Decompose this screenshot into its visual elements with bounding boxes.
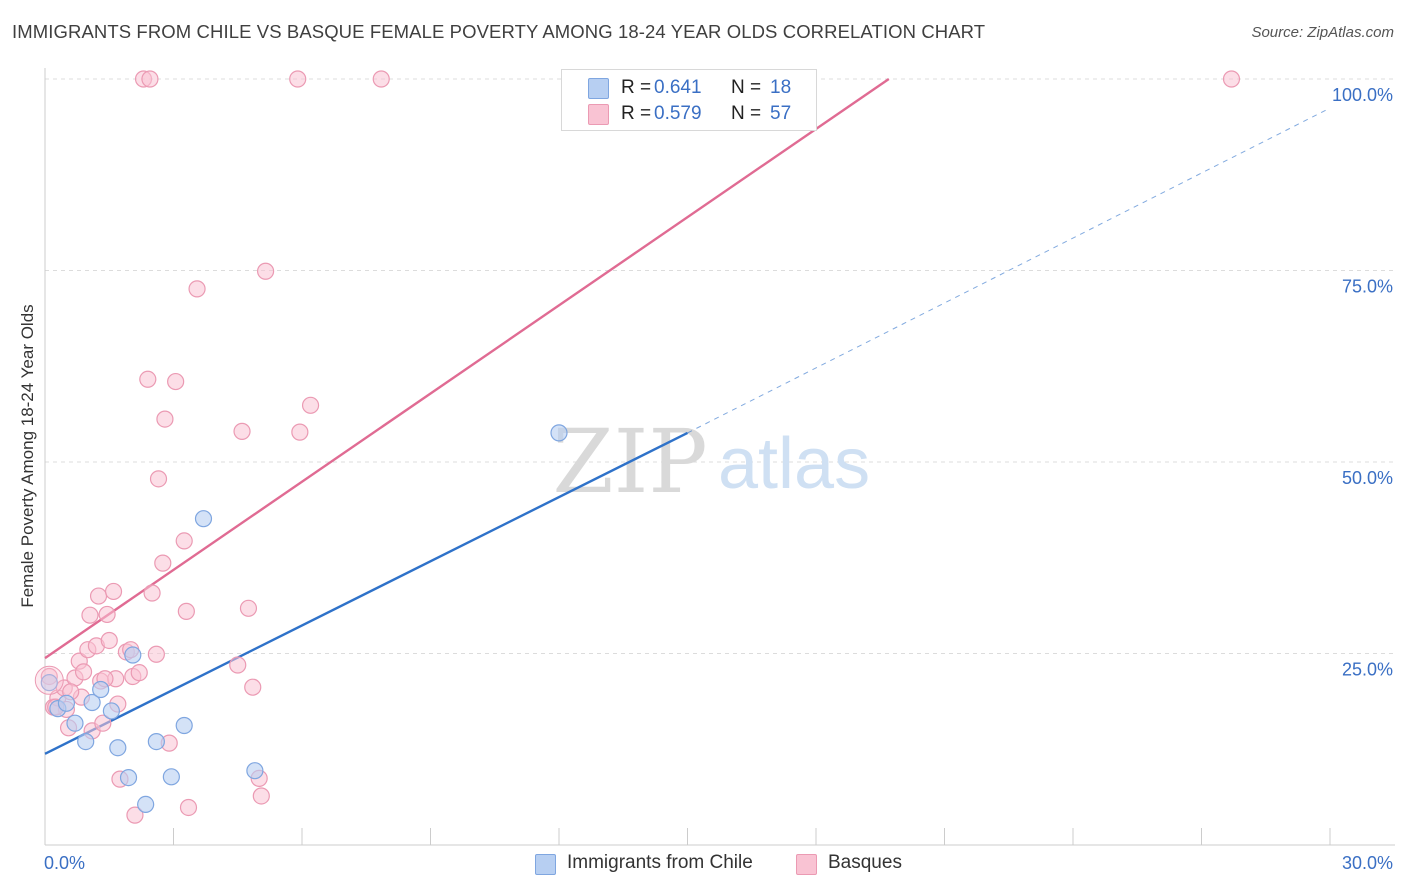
y-tick-label: 75.0% [1342, 277, 1393, 297]
basques-point [244, 678, 262, 696]
legend-n-label: N = [731, 77, 762, 98]
chart-title: IMMIGRANTS FROM CHILE VS BASQUE FEMALE P… [12, 21, 986, 42]
chile-point [109, 739, 127, 757]
basques-point [256, 262, 275, 280]
chile-point [124, 646, 142, 664]
chile-point [550, 424, 568, 442]
chile-point [66, 714, 84, 732]
legend-n-value: 18 [770, 77, 792, 98]
basques-point [229, 656, 247, 674]
basques-point [175, 532, 193, 550]
chile-point [102, 702, 120, 720]
basques-point [81, 606, 99, 624]
basques-point [149, 470, 168, 488]
chile-point [137, 795, 155, 814]
legend-r-value: 0.579 [654, 103, 702, 124]
basques-point [130, 664, 148, 682]
chile-point [83, 693, 101, 712]
bottom-legend-label-basques: Basques [828, 852, 902, 873]
basques-point [147, 645, 165, 663]
basques-point [239, 599, 258, 617]
y-tick-label: 25.0% [1342, 660, 1393, 680]
basques-point [94, 714, 112, 732]
basques-point [34, 665, 64, 695]
chile-trend-line [44, 431, 689, 755]
legend-r-label: R = [621, 103, 652, 124]
basques-point [89, 587, 108, 605]
basques-point [167, 372, 185, 391]
basques-point [154, 554, 172, 572]
trend-lines [44, 78, 1331, 755]
chile-point [175, 716, 193, 735]
basques-point [100, 631, 118, 650]
gridlines [45, 78, 1395, 654]
basques-point [301, 396, 320, 414]
basques-point [74, 663, 93, 681]
bottom-legend-label-chile: Immigrants from Chile [567, 852, 753, 873]
basques-point [289, 70, 307, 88]
basques-point [372, 70, 390, 88]
legend-swatch-basques [588, 104, 609, 125]
legend-n-value: 57 [770, 103, 792, 124]
basques-point [1222, 70, 1241, 88]
basques-point [98, 605, 116, 624]
basques-point [126, 806, 144, 824]
legend-swatch-chile [588, 78, 609, 99]
chile-point [194, 510, 213, 528]
chile-point [57, 694, 76, 712]
data-points [34, 70, 1241, 824]
basques-point [139, 370, 157, 388]
chile-point [40, 674, 58, 692]
basques-point [233, 422, 251, 440]
basques-point [291, 423, 309, 441]
basques-point [156, 410, 174, 428]
chile-point [77, 732, 95, 751]
basques-point [252, 787, 270, 805]
chile-point [147, 732, 165, 751]
chile-point [92, 680, 110, 699]
basques-point [177, 602, 195, 620]
tick-labels: 25.0% 50.0% 75.0% 100.0% 0.0% 30.0% [44, 85, 1393, 873]
x-tick-label: 0.0% [44, 853, 85, 873]
bottom-legend-swatch-chile [535, 854, 556, 875]
legend-n-label: N = [731, 103, 762, 124]
basques-point [179, 798, 198, 817]
legend-r-value: 0.641 [654, 77, 702, 98]
chile-point [162, 768, 180, 786]
bottom-legend-swatch-basques [796, 854, 817, 875]
chile-point [246, 762, 264, 780]
basques-trend-line [44, 78, 890, 660]
watermark: ZIP atlas [552, 410, 870, 513]
source-credit: Source: ZipAtlas.com [1251, 24, 1394, 41]
watermark-atlas: atlas [718, 424, 870, 504]
basques-point [104, 582, 123, 601]
y-tick-label: 100.0% [1332, 85, 1393, 105]
basques-point [141, 70, 159, 88]
axes [44, 68, 1395, 846]
basques-point [188, 280, 206, 298]
legend-r-label: R = [621, 77, 652, 98]
y-tick-label: 50.0% [1342, 468, 1393, 488]
x-tick-label: 30.0% [1342, 853, 1393, 873]
basques-point [143, 584, 161, 602]
chile-point [119, 768, 138, 787]
correlation-legend: R = 0.641 N = 18 R = 0.579 N = 57 [561, 69, 817, 131]
